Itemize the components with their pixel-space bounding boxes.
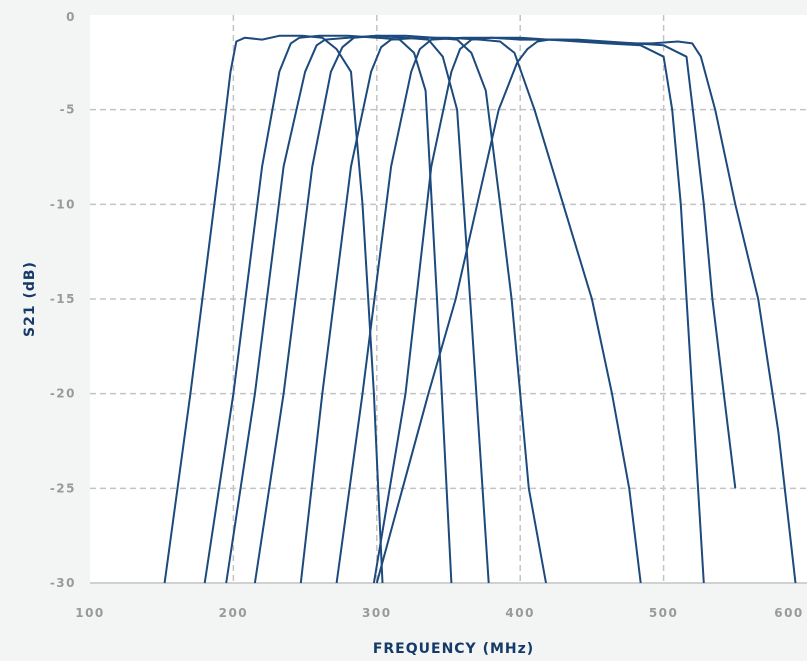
filter-curve-1 (163, 34, 384, 584)
y-tick-label: -10 (50, 197, 76, 211)
y-tick-label: 0 (66, 10, 76, 24)
x-tick-label: 200 (219, 606, 249, 620)
x-tick-label: 400 (505, 606, 535, 620)
y-tick-label: -30 (50, 576, 76, 590)
y-axis-label: S21 (dB) (22, 261, 38, 337)
x-tick-label: 300 (362, 606, 392, 620)
y-tick-label: -25 (50, 481, 76, 495)
tick-labels: 100 200 300 400 500 600 0 -5 -10 -15 -20 -25 -30 (50, 10, 804, 620)
y-tick-label: -15 (50, 292, 76, 306)
grid (90, 15, 807, 583)
y-tick-label: -5 (60, 103, 76, 117)
series-group (163, 34, 797, 584)
x-tick-label: 600 (774, 606, 804, 620)
y-tick-label: -20 (50, 387, 76, 401)
filter-curve-2 (203, 34, 453, 584)
filter-curve-8 (375, 38, 797, 584)
x-tick-label: 500 (649, 606, 679, 620)
x-axis-label: FREQUENCY (MHz) (373, 641, 534, 657)
x-tick-label: 100 (75, 606, 105, 620)
